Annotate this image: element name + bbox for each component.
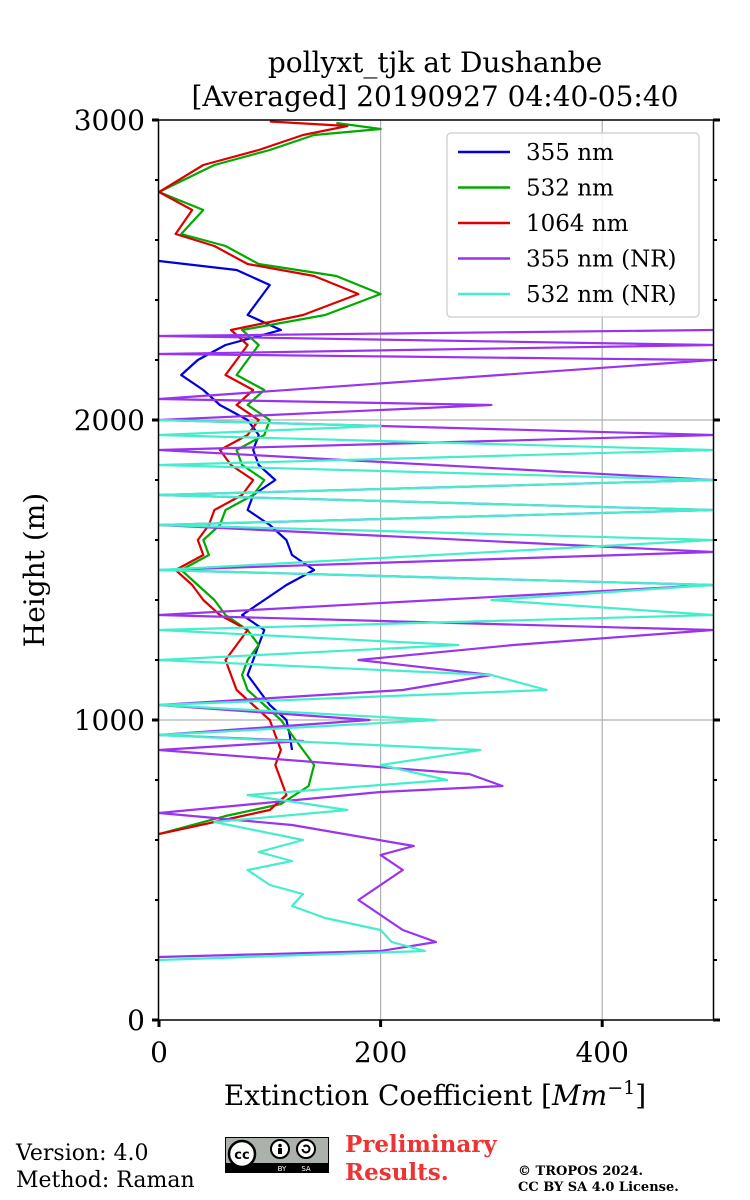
chart-title: pollyxt_tjk at Dushanbe — [268, 46, 602, 79]
extinction-chart: pollyxt_tjk at Dushanbe [Averaged] 20190… — [18, 46, 720, 1112]
y-axis-label: Height (m) — [18, 493, 51, 647]
series-line-2 — [159, 120, 360, 836]
axis-ticks — [152, 118, 720, 1027]
y-tick-label: 3000 — [74, 104, 145, 137]
cc-label: cc — [234, 1148, 249, 1163]
version-info: Version: 4.0 Method: Raman — [16, 1140, 195, 1194]
x-tick-label: 200 — [354, 1036, 407, 1069]
x-tick-label: 0 — [150, 1036, 168, 1069]
version-text: Version: 4.0 — [16, 1141, 149, 1166]
x-axis-label: Extinction Coefficient [Mm−1] — [224, 1077, 646, 1112]
chart-subtitle: [Averaged] 20190927 04:40-05:40 — [192, 80, 679, 113]
y-tick-label: 1000 — [74, 704, 145, 737]
copyright-notice: © TROPOS 2024. CC BY SA 4.0 License. — [518, 1164, 679, 1196]
legend-label-2: 1064 nm — [526, 211, 629, 237]
method-text: Method: Raman — [16, 1168, 195, 1193]
y-tick-label: 0 — [127, 1004, 145, 1037]
copyright-line-1: © TROPOS 2024. — [518, 1164, 644, 1179]
sa-icon — [296, 1139, 316, 1159]
plot-frame — [157, 119, 715, 1021]
y-tick-label: 2000 — [74, 404, 145, 437]
preliminary-line-1: Preliminary — [345, 1131, 497, 1158]
preliminary-notice: Preliminary Results. — [345, 1131, 497, 1187]
legend-label-4: 532 nm (NR) — [526, 282, 677, 308]
legend-label-3: 355 nm (NR) — [526, 247, 677, 273]
cc-by-sa-badge: cc BY SA — [225, 1137, 329, 1173]
by-label: BY — [278, 1165, 287, 1173]
copyright-line-2: CC BY SA 4.0 License. — [518, 1180, 679, 1195]
legend-items: 355 nm 532 nm 1064 nm 355 nm (NR) 532 nm (NR… — [458, 140, 677, 308]
sa-label: SA — [301, 1165, 311, 1173]
preliminary-line-2: Results. — [345, 1159, 449, 1186]
y-tick-labels: 0 1000 2000 3000 — [74, 104, 145, 1037]
x-tick-label: 400 — [575, 1036, 628, 1069]
x-tick-labels: 0 200 400 — [150, 1036, 629, 1069]
legend: 355 nm 532 nm 1064 nm 355 nm (NR) 532 nm (NR… — [446, 132, 700, 318]
series-line-4 — [159, 418, 713, 962]
cc-icon — [227, 1139, 257, 1169]
series-lines — [159, 120, 713, 962]
legend-label-1: 532 nm — [526, 176, 614, 202]
legend-label-0: 355 nm — [526, 140, 614, 166]
legend-box — [446, 132, 700, 318]
